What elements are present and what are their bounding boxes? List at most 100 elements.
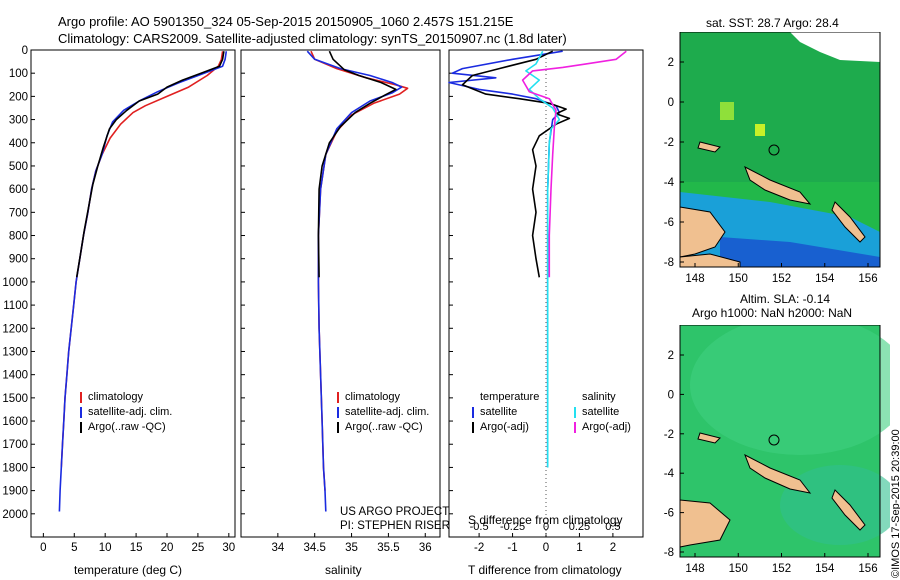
legend-label: Argo(..raw -QC) (345, 421, 423, 433)
y-tick-label: 200 (9, 91, 28, 103)
sst-map: 148 150 152 154 156 2 0 -2 -4 -6 -8 (664, 32, 881, 285)
x-tick-label: 2 (610, 542, 616, 554)
sla-high (690, 325, 890, 455)
sla-map-title-line2: Argo h1000: NaN h2000: NaN (692, 306, 853, 320)
legend-swatch-blue (472, 407, 474, 418)
legend-label: satellite (582, 406, 620, 418)
map-x-tick-label: 152 (772, 273, 791, 285)
y-tick-label: 1500 (2, 393, 28, 405)
sla-map-title-line1: Altim. SLA: -0.14 (740, 292, 831, 306)
legend-swatch-black (472, 422, 474, 433)
sst-map-title: sat. SST: 28.7 Argo: 28.4 (706, 16, 839, 30)
x-tick-label: 0 (40, 542, 46, 554)
legend-label: satellite-adj. clim. (345, 406, 430, 418)
y-tick-label: 400 (9, 138, 28, 150)
legend-label: satellite (480, 406, 518, 418)
y-tick-label: 1100 (3, 300, 28, 312)
legend-item-argo-temp: Argo(-adj) (472, 420, 539, 435)
x-top-tick-label: 0.5 (605, 521, 620, 533)
legend-title: temperature (480, 391, 540, 403)
legend-label: Argo(-adj) (480, 421, 529, 433)
map-axis-ticks: 148 150 152 154 156 2 0 -2 -4 -6 -8 (664, 350, 878, 575)
map-y-tick-label: 2 (668, 57, 674, 69)
series-line-argo-raw-qc- (75, 51, 225, 278)
map-y-tick-label: -6 (664, 508, 674, 520)
legend-item-climatology: climatology (80, 390, 172, 405)
manus-island (697, 432, 721, 444)
map-y-tick-label: -2 (664, 137, 674, 149)
map-y-tick-label: 0 (668, 97, 674, 109)
y-tick-label: 1000 (2, 277, 28, 289)
y-tick-label: 2000 (2, 509, 28, 521)
legend-swatch-blue (337, 407, 339, 418)
legend-item-sat-temp: satellite (472, 405, 539, 420)
map-y-tick-label: -2 (664, 429, 674, 441)
x-tick-label: 5 (71, 542, 77, 554)
x-tick-label: 1 (576, 542, 582, 554)
salinity-xlabel: salinity (325, 563, 362, 577)
map-x-tick-label: 156 (858, 273, 877, 285)
x-tick-label: 36 (419, 542, 432, 554)
x-tick-label: 15 (130, 542, 143, 554)
x-top-tick-label: -0.25 (500, 521, 525, 533)
legend-item-argo-sal: Argo(-adj) (574, 420, 631, 435)
map-y-tick-label: -8 (664, 547, 674, 559)
map-y-tick-label: -4 (664, 468, 675, 480)
plot-frame (448, 49, 644, 538)
y-tick-label: 500 (9, 161, 28, 173)
y-tick-label: 700 (9, 207, 28, 219)
series-line-satellite-adj-clim- (306, 50, 403, 512)
x-tick-label: 35.5 (377, 542, 399, 554)
map-frame (679, 325, 881, 558)
legend-swatch-black (337, 422, 339, 433)
plot-frame (240, 49, 441, 538)
y-tick-label: 1400 (2, 370, 28, 382)
difference-xlabel-top: S difference from climatology (468, 513, 623, 527)
map-y-tick-label: -4 (664, 177, 675, 189)
temperature-profile-chart: 0 5 10 15 20 25 30 (30, 49, 236, 554)
legend-swatch-black (80, 422, 82, 433)
map-x-tick-label: 150 (729, 563, 748, 575)
sla-map: 148 150 152 154 156 2 0 -2 -4 -6 -8 (664, 325, 890, 575)
legend-item-satellite: satellite-adj. clim. (80, 405, 172, 420)
x-tick-label: 10 (99, 542, 112, 554)
x-tick-label: 20 (161, 542, 174, 554)
map-x-tick-label: 148 (685, 273, 704, 285)
x-tick-label: 25 (192, 542, 205, 554)
y-tick-label: 100 (9, 68, 28, 80)
imos-timestamp: ©IMOS 17-Sep-2015 20:39:00 (890, 429, 900, 578)
map-axis-ticks: 148 150 152 154 156 2 0 -2 -4 -6 -8 (664, 57, 878, 285)
legend-swatch-magenta (574, 422, 576, 433)
y-tick-label: 1200 (2, 323, 28, 335)
y-tick-label: 600 (9, 184, 28, 196)
map-y-tick-label: -8 (664, 257, 674, 269)
legend-swatch-cyan (574, 407, 576, 418)
legend-item-climatology: climatology (337, 390, 429, 405)
temperature-legend: climatology satellite-adj. clim. Argo(..… (80, 390, 172, 435)
legend-label: climatology (88, 391, 144, 403)
legend-item-argo: Argo(..raw -QC) (337, 420, 429, 435)
x-tick-label: 34 (271, 542, 284, 554)
map-x-tick-label: 154 (815, 273, 835, 285)
new-britain-island (744, 453, 812, 494)
title-line1: Argo profile: AO 5901350_324 05-Sep-2015… (58, 14, 514, 29)
x-tick-label: -2 (474, 542, 484, 554)
series-line-salinity-satellite (525, 50, 561, 468)
legend-swatch-red (80, 392, 82, 403)
map-x-tick-label: 148 (685, 563, 704, 575)
series-line-salinity-argo-adj- (521, 50, 627, 278)
x-tick-label: 35 (345, 542, 358, 554)
salinity-legend: climatology satellite-adj. clim. Argo(..… (337, 390, 429, 435)
legend-title: salinity (582, 391, 616, 403)
warm-spot (755, 124, 765, 136)
manus-island (697, 141, 721, 153)
x-tick-label: -1 (507, 542, 517, 554)
y-tick-label: 800 (9, 231, 28, 243)
difference-xlabel: T difference from climatology (468, 563, 622, 577)
bougainville-island (831, 201, 866, 243)
legend-item-argo: Argo(..raw -QC) (80, 420, 172, 435)
map-x-tick-label: 152 (772, 563, 791, 575)
y-tick-label: 900 (9, 254, 28, 266)
map-x-tick-label: 150 (729, 273, 748, 285)
legend-label: Argo(..raw -QC) (88, 421, 166, 433)
